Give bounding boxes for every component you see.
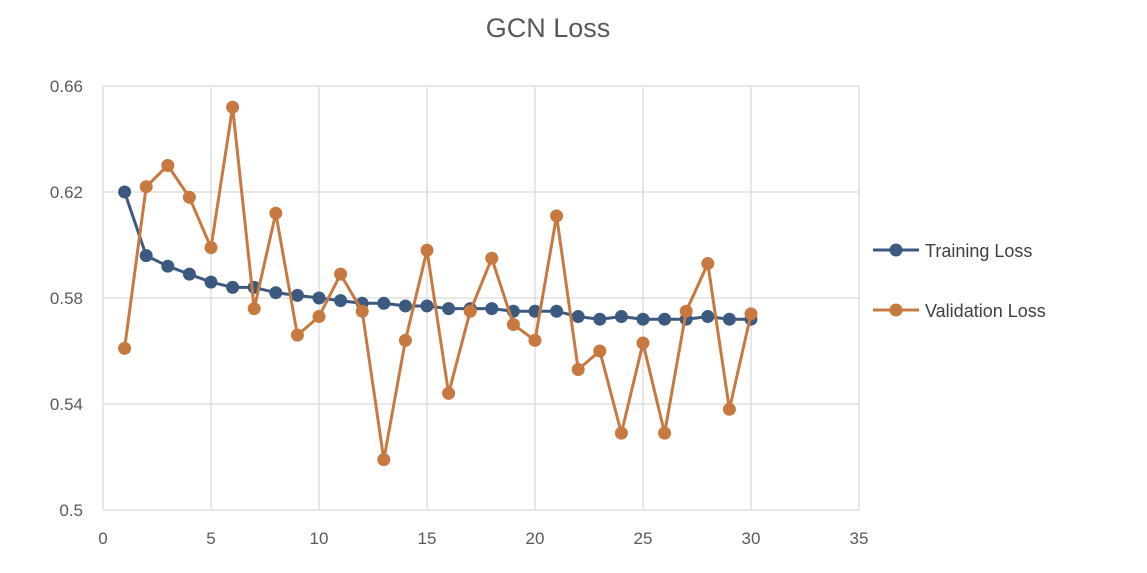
validation-loss-point <box>312 310 326 324</box>
training-loss-point <box>226 280 240 294</box>
legend-label: Training Loss <box>925 241 1032 261</box>
validation-loss-point <box>204 241 218 255</box>
training-loss-point <box>161 259 175 273</box>
training-loss-point <box>334 294 348 308</box>
training-loss-point <box>377 296 391 310</box>
training-loss-point <box>636 312 650 326</box>
validation-loss-point <box>506 318 520 331</box>
grid-lines <box>102 85 860 511</box>
training-loss-point <box>118 185 132 199</box>
legend-item-training-loss: Training Loss <box>873 241 1032 261</box>
validation-loss-point <box>269 206 283 220</box>
validation-loss-point <box>161 159 175 172</box>
y-tick-label: 0.5 <box>59 501 83 520</box>
x-tick-label: 0 <box>98 529 107 548</box>
validation-loss-point <box>571 363 585 377</box>
legend-label: Validation Loss <box>925 301 1046 321</box>
training-loss-point <box>398 299 412 313</box>
validation-loss-point <box>593 344 607 358</box>
validation-loss-point <box>398 333 412 347</box>
x-axis-ticks: 0 5 10 15 20 25 30 35 <box>98 529 868 548</box>
training-loss-point <box>269 286 283 300</box>
training-loss-point <box>290 288 304 302</box>
validation-loss-point <box>614 426 628 440</box>
training-loss-line <box>123 191 751 321</box>
training-loss-point <box>312 291 326 305</box>
training-loss-point <box>658 312 672 326</box>
validation-loss-point <box>744 307 758 321</box>
training-loss-point <box>593 312 607 326</box>
validation-loss-point <box>636 336 650 350</box>
validation-loss-point <box>463 304 477 318</box>
validation-loss-point <box>722 402 736 416</box>
validation-loss-point <box>182 190 196 204</box>
training-loss-point <box>485 302 499 316</box>
y-tick-label: 0.62 <box>50 183 83 202</box>
training-loss-point <box>571 310 585 324</box>
x-tick-label: 30 <box>742 529 761 548</box>
validation-loss-point <box>550 209 564 223</box>
y-tick-label: 0.58 <box>50 289 83 308</box>
validation-loss-point <box>485 251 499 265</box>
validation-loss-point <box>334 267 348 281</box>
x-tick-label: 35 <box>850 529 869 548</box>
validation-loss-point <box>290 328 304 342</box>
x-tick-label: 5 <box>206 529 215 548</box>
training-loss-point <box>182 267 196 281</box>
validation-loss-point <box>442 386 456 400</box>
x-tick-label: 15 <box>418 529 437 548</box>
y-tick-label: 0.54 <box>50 395 83 414</box>
legend-swatch-marker <box>889 303 903 317</box>
training-loss-point <box>420 299 434 313</box>
training-loss-point <box>204 275 218 289</box>
validation-loss-line <box>123 105 753 462</box>
validation-loss-point <box>701 257 715 271</box>
x-tick-label: 10 <box>310 529 329 548</box>
training-loss-point <box>139 249 153 263</box>
chart-title: GCN Loss <box>486 13 611 43</box>
validation-loss-point <box>118 341 132 355</box>
validation-loss-point <box>679 304 693 318</box>
training-loss-point <box>701 310 715 324</box>
validation-loss-point <box>528 333 542 347</box>
x-tick-label: 25 <box>634 529 653 548</box>
legend: Training Loss Validation Loss <box>873 241 1046 321</box>
validation-loss-point <box>658 426 672 440</box>
validation-loss-point <box>420 243 434 257</box>
y-axis-ticks: 0.5 0.54 0.58 0.62 0.66 <box>50 77 83 520</box>
validation-loss-point <box>377 453 391 467</box>
training-loss-point <box>722 312 736 326</box>
validation-loss-point <box>226 100 240 114</box>
legend-swatch-marker <box>889 243 903 257</box>
y-tick-label: 0.66 <box>50 77 83 96</box>
training-loss-point <box>614 310 628 324</box>
training-loss-point <box>550 304 564 318</box>
series-layer <box>118 100 758 467</box>
validation-loss-point <box>355 304 369 318</box>
training-loss-point <box>442 302 456 316</box>
x-tick-label: 20 <box>526 529 545 548</box>
validation-loss-point <box>139 180 153 194</box>
validation-loss-point <box>247 302 261 316</box>
legend-item-validation-loss: Validation Loss <box>873 301 1046 321</box>
